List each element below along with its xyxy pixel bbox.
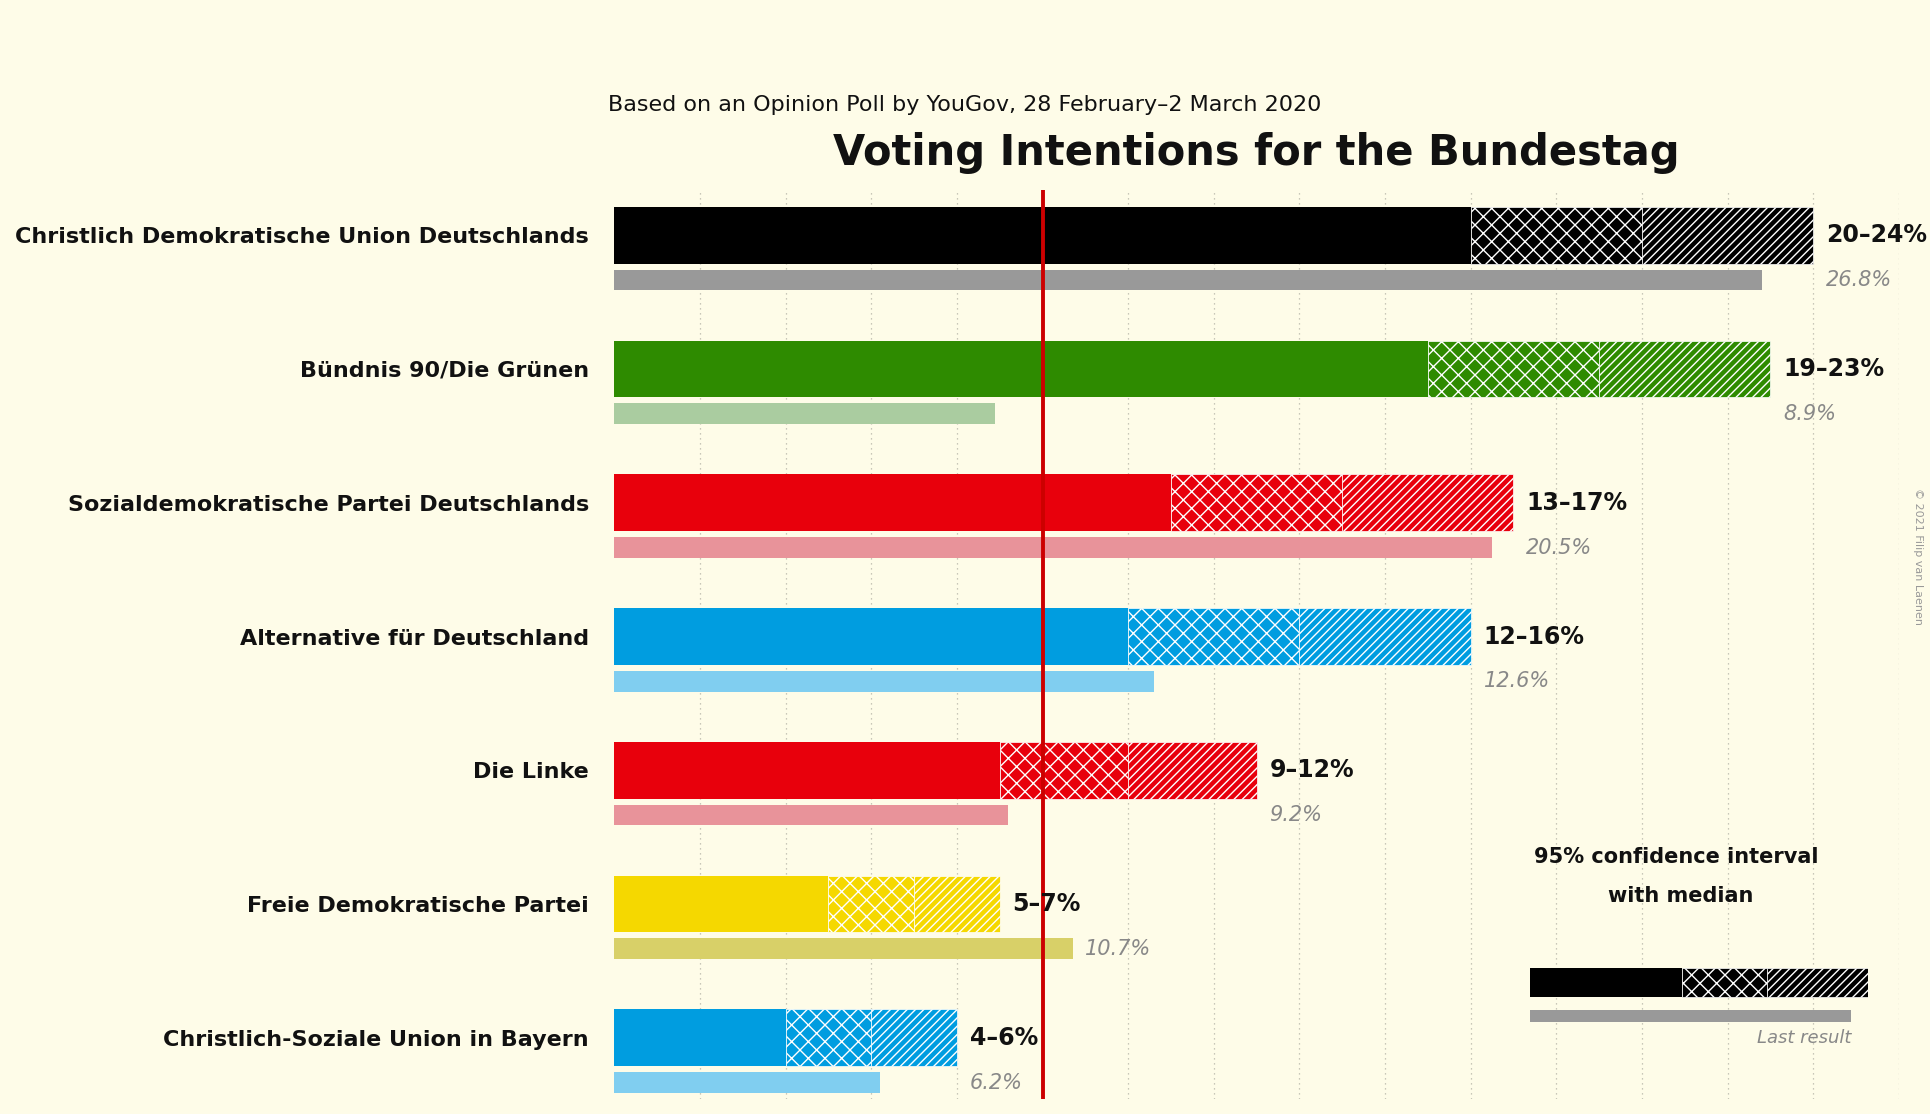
Bar (614, 341, 1428, 398)
Text: 9.2%: 9.2% (1270, 805, 1322, 825)
Bar (614, 537, 1492, 558)
Bar (614, 876, 828, 932)
Bar (1000, 742, 1129, 799)
Text: 19–23%: 19–23% (1783, 356, 1884, 381)
Bar (1129, 608, 1299, 665)
Bar (915, 876, 1000, 932)
Bar (614, 804, 1007, 825)
Text: with median: with median (1608, 887, 1752, 907)
Text: 12.6%: 12.6% (1484, 672, 1550, 692)
Bar (614, 475, 1172, 531)
Bar (1299, 608, 1471, 665)
Text: 8.9%: 8.9% (1783, 403, 1835, 423)
Text: 26.8%: 26.8% (1826, 270, 1891, 290)
Text: 13–17%: 13–17% (1527, 491, 1627, 515)
Bar (614, 742, 1000, 799)
Text: 6.2%: 6.2% (969, 1073, 1023, 1093)
Text: 10.7%: 10.7% (1085, 939, 1152, 959)
Bar (1172, 475, 1341, 531)
Text: 12–16%: 12–16% (1484, 625, 1585, 648)
Bar (1428, 341, 1600, 398)
Text: Last result: Last result (1756, 1028, 1851, 1047)
Bar (828, 876, 915, 932)
Bar (1530, 1009, 1851, 1023)
Bar (1471, 207, 1642, 264)
Bar (870, 1009, 957, 1066)
Text: 95% confidence interval: 95% confidence interval (1534, 848, 1818, 868)
Bar (1683, 968, 1768, 997)
Bar (1642, 207, 1812, 264)
Bar (1129, 742, 1256, 799)
Bar (1530, 968, 1683, 997)
Text: 4–6%: 4–6% (969, 1026, 1038, 1049)
Bar (614, 608, 1129, 665)
Text: © 2021 Filip van Laenen: © 2021 Filip van Laenen (1913, 489, 1924, 625)
Bar (614, 207, 1471, 264)
Bar (614, 403, 996, 424)
Bar (1768, 968, 1868, 997)
Bar (614, 671, 1154, 692)
Bar (786, 1009, 870, 1066)
Bar (614, 1073, 880, 1093)
Bar (614, 938, 1073, 959)
Text: 20–24%: 20–24% (1826, 223, 1926, 247)
Bar (1341, 475, 1513, 531)
Bar (614, 1009, 786, 1066)
Bar (1600, 341, 1770, 398)
Text: Based on an Opinion Poll by YouGov, 28 February–2 March 2020: Based on an Opinion Poll by YouGov, 28 F… (608, 95, 1322, 115)
Title: Voting Intentions for the Bundestag: Voting Intentions for the Bundestag (834, 131, 1679, 174)
Text: 9–12%: 9–12% (1270, 759, 1355, 782)
Text: 5–7%: 5–7% (1013, 892, 1081, 916)
Text: 20.5%: 20.5% (1527, 538, 1592, 557)
Bar (614, 270, 1762, 291)
